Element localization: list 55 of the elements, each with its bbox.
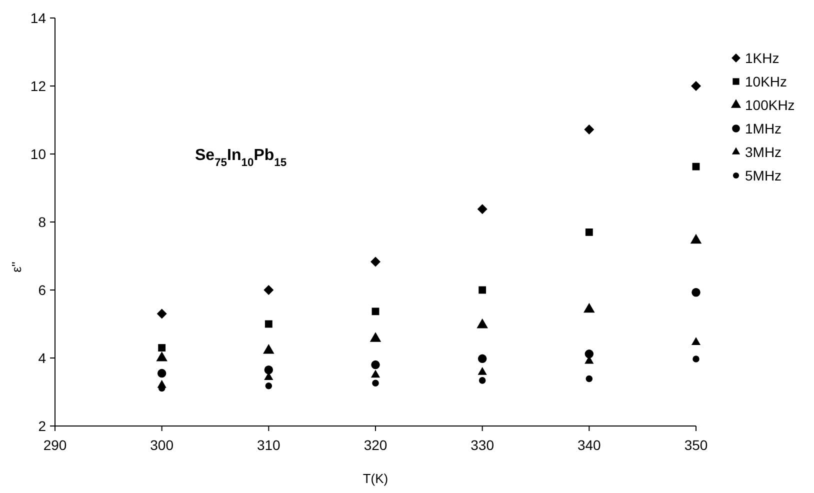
legend-label: 10KHz [745, 73, 788, 90]
point [477, 204, 488, 214]
point [370, 370, 380, 378]
point [156, 308, 167, 319]
point [692, 356, 700, 362]
point [370, 256, 380, 267]
x-tick-label: 320 [364, 437, 388, 453]
point [691, 337, 701, 345]
y-tick-label: 12 [30, 78, 46, 94]
x-axis-title: T(K) [362, 471, 388, 486]
legend-label: 100KHz [745, 96, 795, 113]
legend-label: 3MHz [745, 144, 782, 160]
point [371, 360, 380, 370]
point [476, 318, 488, 328]
point [263, 344, 274, 354]
x-tick-label: 290 [43, 437, 67, 453]
point [264, 320, 272, 328]
point [692, 162, 700, 170]
point [585, 228, 593, 236]
annotation: Se$_{75}$In$_{10}$Pb$_{15}$ [195, 147, 287, 169]
point [478, 377, 486, 384]
x-tick-label: 330 [470, 437, 494, 453]
y-tick-label: 6 [38, 282, 46, 298]
legend-label: 1MHz [745, 120, 782, 136]
x-tick-label: 340 [577, 437, 602, 453]
point [158, 344, 166, 352]
point [265, 382, 272, 390]
point [584, 350, 594, 358]
point [157, 368, 166, 378]
point [586, 375, 593, 382]
point [692, 288, 700, 297]
point [584, 302, 595, 313]
x-tick-label: 300 [150, 437, 174, 453]
y-tick-label: 2 [38, 418, 46, 434]
point [478, 354, 487, 364]
legend-label: 5MHz [745, 167, 782, 184]
point [372, 380, 379, 387]
y-tick-label: 4 [38, 350, 46, 366]
point [584, 124, 594, 135]
y-tick-label: 14 [30, 10, 46, 26]
point [691, 81, 701, 91]
legend-label: 1KHz [745, 50, 780, 66]
x-tick-label: 350 [684, 437, 708, 453]
point [690, 234, 702, 244]
point [478, 367, 487, 375]
y-axis-title: ε'' [9, 262, 24, 272]
y-tick-label: 8 [38, 214, 46, 230]
point [156, 351, 168, 362]
y-tick-label: 10 [30, 146, 46, 162]
point [264, 366, 274, 374]
point [372, 308, 380, 316]
point [370, 332, 382, 342]
point [478, 286, 486, 294]
x-tick-label: 310 [256, 437, 281, 453]
point [264, 285, 274, 295]
